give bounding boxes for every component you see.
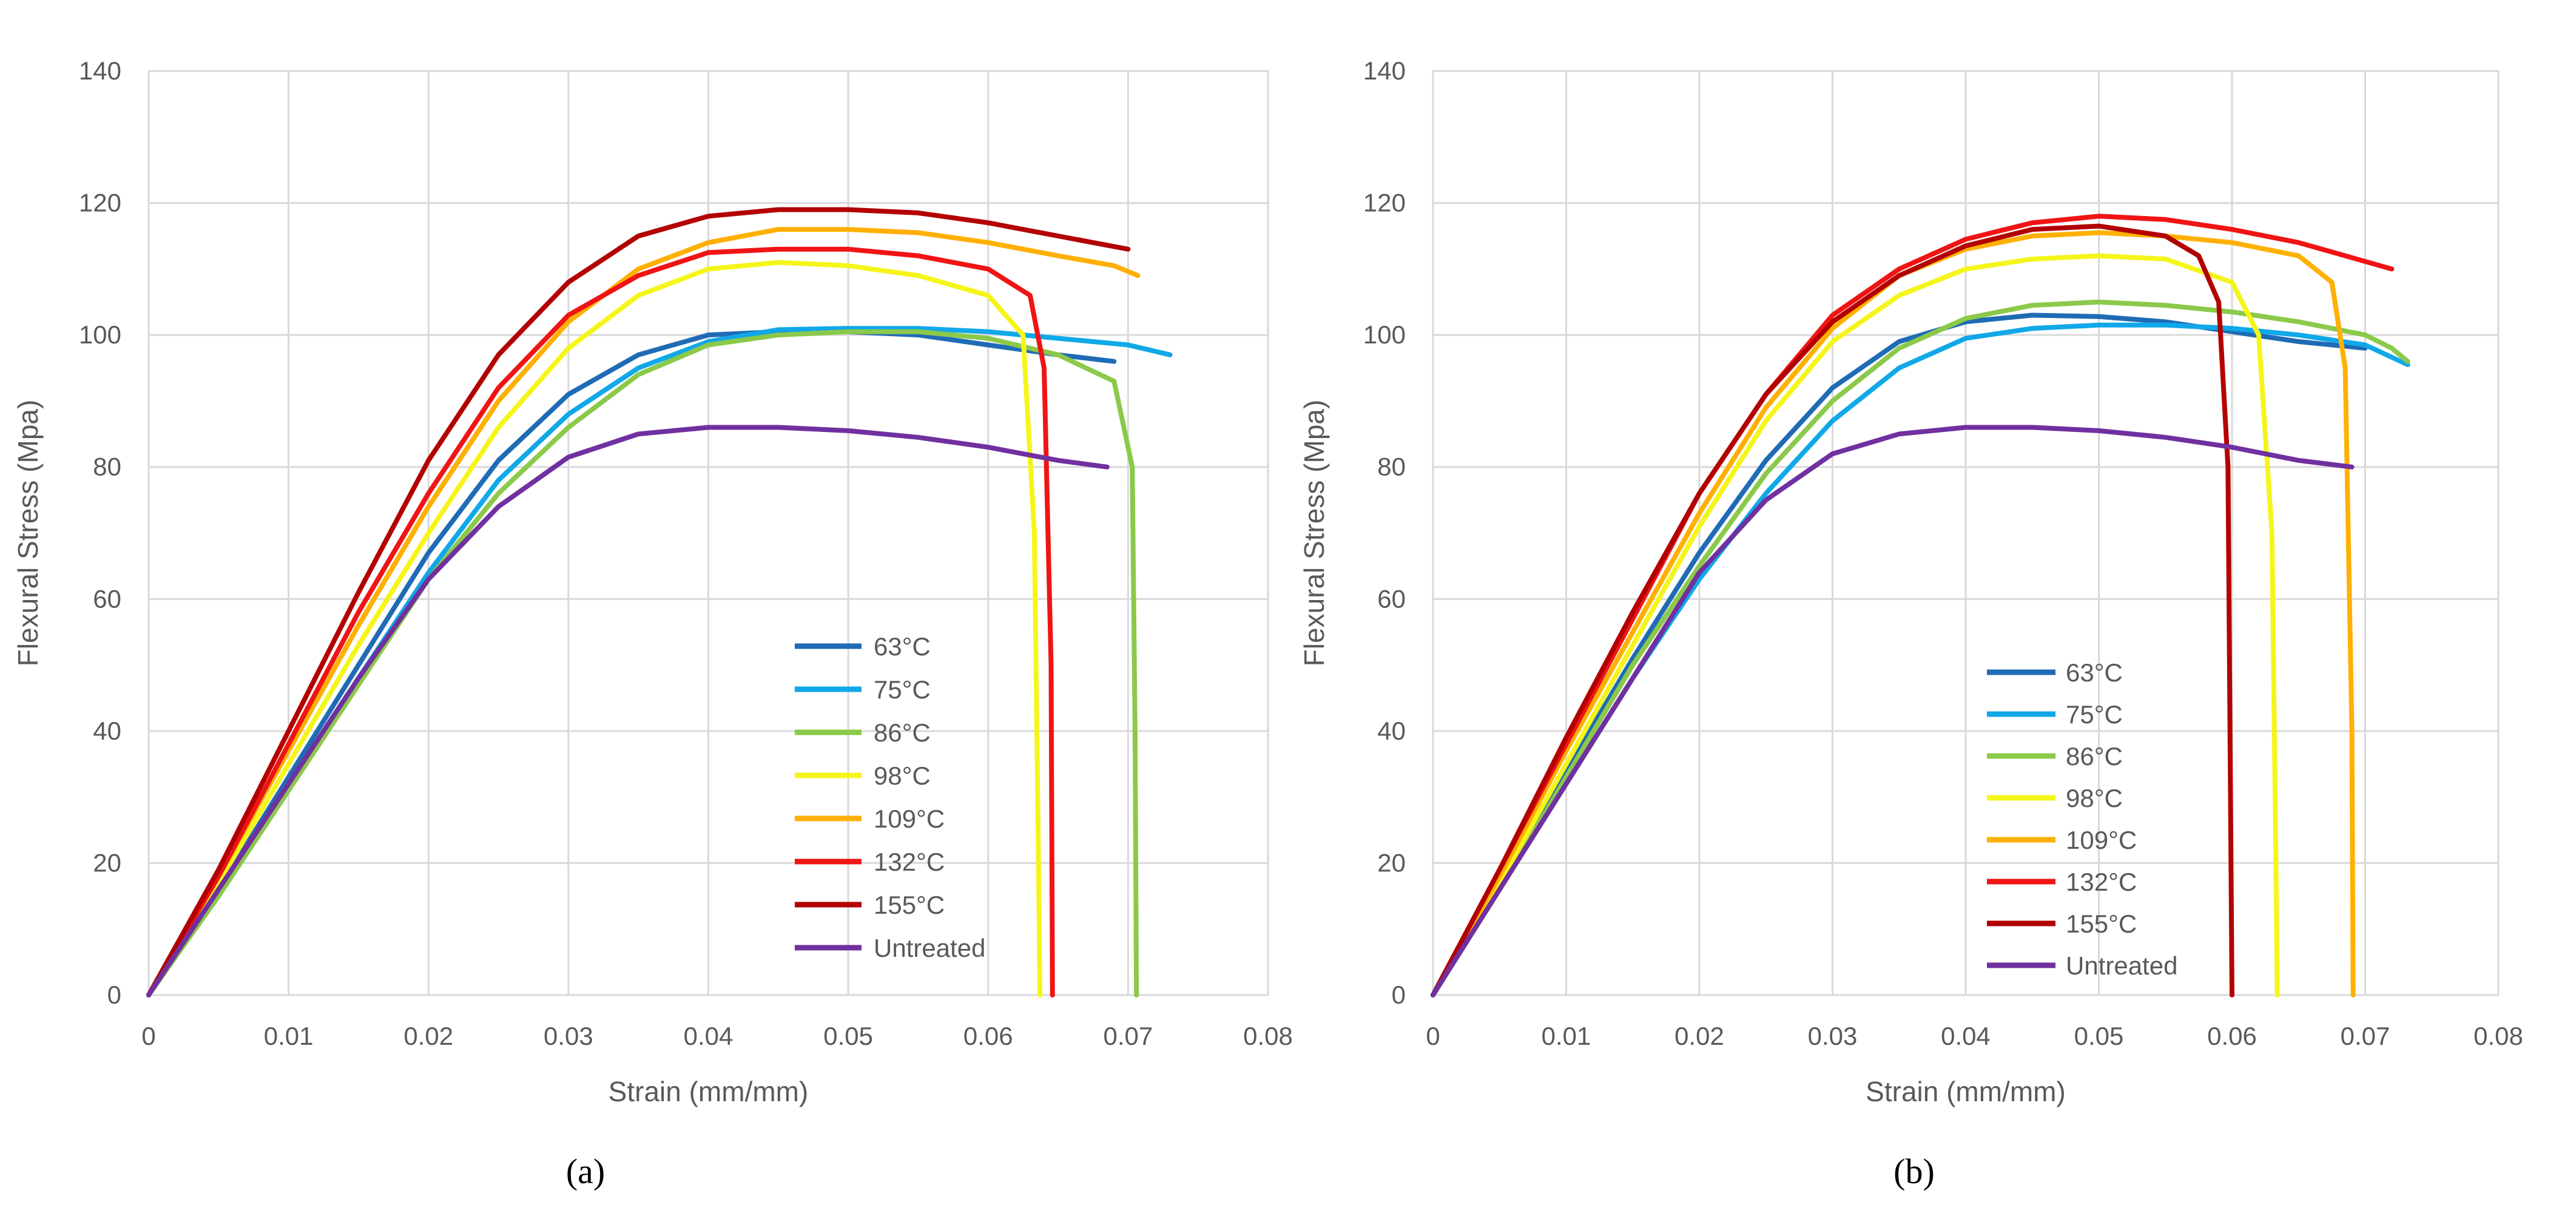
y-axis-title: Flexural Stress (Mpa): [12, 400, 44, 667]
series-line-75c: [146, 326, 1173, 997]
x-tick-label: 0.02: [403, 1022, 453, 1050]
x-tick-label: 0.04: [1941, 1022, 1991, 1050]
x-tick-label: 0: [141, 1022, 155, 1050]
y-tick-label: 40: [93, 717, 121, 745]
x-tick-label: 0.05: [823, 1022, 873, 1050]
y-tick-label: 20: [1377, 848, 1406, 877]
y-tick-label: 80: [93, 453, 121, 481]
x-axis-title: Strain (mm/mm): [1866, 1076, 2066, 1107]
series-line-98c: [146, 260, 1043, 997]
legend-label: 98°C: [2066, 784, 2123, 812]
x-tick-label: 0: [1426, 1022, 1440, 1050]
series-line-155c: [1431, 223, 2234, 997]
legend: 63°C 75°C 86°C 98°C 109°C 132°C 155°C Untreated: [1987, 658, 2177, 980]
y-tick-label: 80: [1377, 453, 1406, 481]
legend-label: Untreated: [2066, 951, 2177, 980]
y-tick-label: 100: [1363, 320, 1406, 349]
series-line-86c: [1431, 299, 2410, 997]
legend-label: 98°C: [874, 761, 931, 790]
y-tick-label: 140: [1363, 56, 1406, 85]
chart-panel-a: 0 20 40 60 80 100 120 140 0 0.01 0.02 0.03 0.04 0.05 0…: [12, 56, 1293, 1191]
series-line-86c: [146, 329, 1139, 997]
y-tick-label: 100: [79, 320, 121, 349]
legend-label: 75°C: [874, 675, 931, 704]
series-line-155c: [146, 207, 1131, 997]
legend: 63°C 75°C 86°C 98°C 109°C 132°C 155°C Untreated: [795, 632, 985, 962]
series-line-98c: [1431, 253, 2280, 997]
y-axis-title: Flexural Stress (Mpa): [1298, 400, 1330, 667]
x-tick-label: 0.08: [2473, 1022, 2523, 1050]
chart-panel-b: 0 20 40 60 80 100 120 140 0 0.01 0.02 0.03 0.04 0.05 0…: [1298, 56, 2523, 1191]
legend-label: 63°C: [2066, 658, 2123, 687]
legend-label: 155°C: [874, 891, 945, 919]
series-line-132c: [146, 246, 1055, 997]
legend-label: 109°C: [2066, 826, 2137, 854]
y-tick-label: 0: [1392, 980, 1406, 1009]
legend-label: Untreated: [874, 934, 985, 962]
x-tick-label: 0.07: [1104, 1022, 1153, 1050]
x-tick-label: 0.01: [264, 1022, 314, 1050]
x-tick-label: 0.01: [1542, 1022, 1591, 1050]
x-tick-label: 0.02: [1674, 1022, 1724, 1050]
x-axis-title: Strain (mm/mm): [609, 1076, 809, 1107]
x-tick-label: 0.05: [2074, 1022, 2124, 1050]
legend-label: 86°C: [874, 718, 931, 747]
legend-label: 132°C: [874, 848, 945, 876]
x-tick-label: 0.04: [684, 1022, 733, 1050]
x-tick-label: 0.08: [1243, 1022, 1293, 1050]
series-line-63c: [146, 329, 1117, 997]
series-line-109c: [146, 227, 1141, 997]
y-tick-label: 60: [93, 584, 121, 613]
y-tick-label: 120: [1363, 189, 1406, 217]
series-line-75c: [1431, 322, 2410, 997]
y-tick-label: 0: [107, 980, 121, 1009]
y-tick-label: 60: [1377, 584, 1406, 613]
panel-label: (a): [566, 1152, 605, 1191]
x-tick-label: 0.03: [1808, 1022, 1858, 1050]
series-line-109c: [1431, 230, 2356, 997]
legend-label: 155°C: [2066, 909, 2137, 938]
x-tick-label: 0.06: [2207, 1022, 2257, 1050]
y-tick-label: 40: [1377, 717, 1406, 745]
x-tick-label: 0.03: [544, 1022, 593, 1050]
series-line-132c: [1431, 214, 2395, 997]
legend-label: 63°C: [874, 632, 931, 661]
y-tick-label: 140: [79, 56, 121, 85]
panel-label: (b): [1893, 1152, 1935, 1191]
x-tick-label: 0.07: [2341, 1022, 2390, 1050]
legend-label: 132°C: [2066, 868, 2137, 896]
series-line-untreated: [146, 425, 1110, 997]
legend-label: 86°C: [2066, 742, 2123, 771]
series-line-untreated: [1431, 425, 2355, 997]
y-tick-label: 20: [93, 848, 121, 877]
legend-label: 109°C: [874, 805, 945, 833]
legend-label: 75°C: [2066, 700, 2123, 729]
y-tick-label: 120: [79, 189, 121, 217]
x-tick-label: 0.06: [963, 1022, 1013, 1050]
